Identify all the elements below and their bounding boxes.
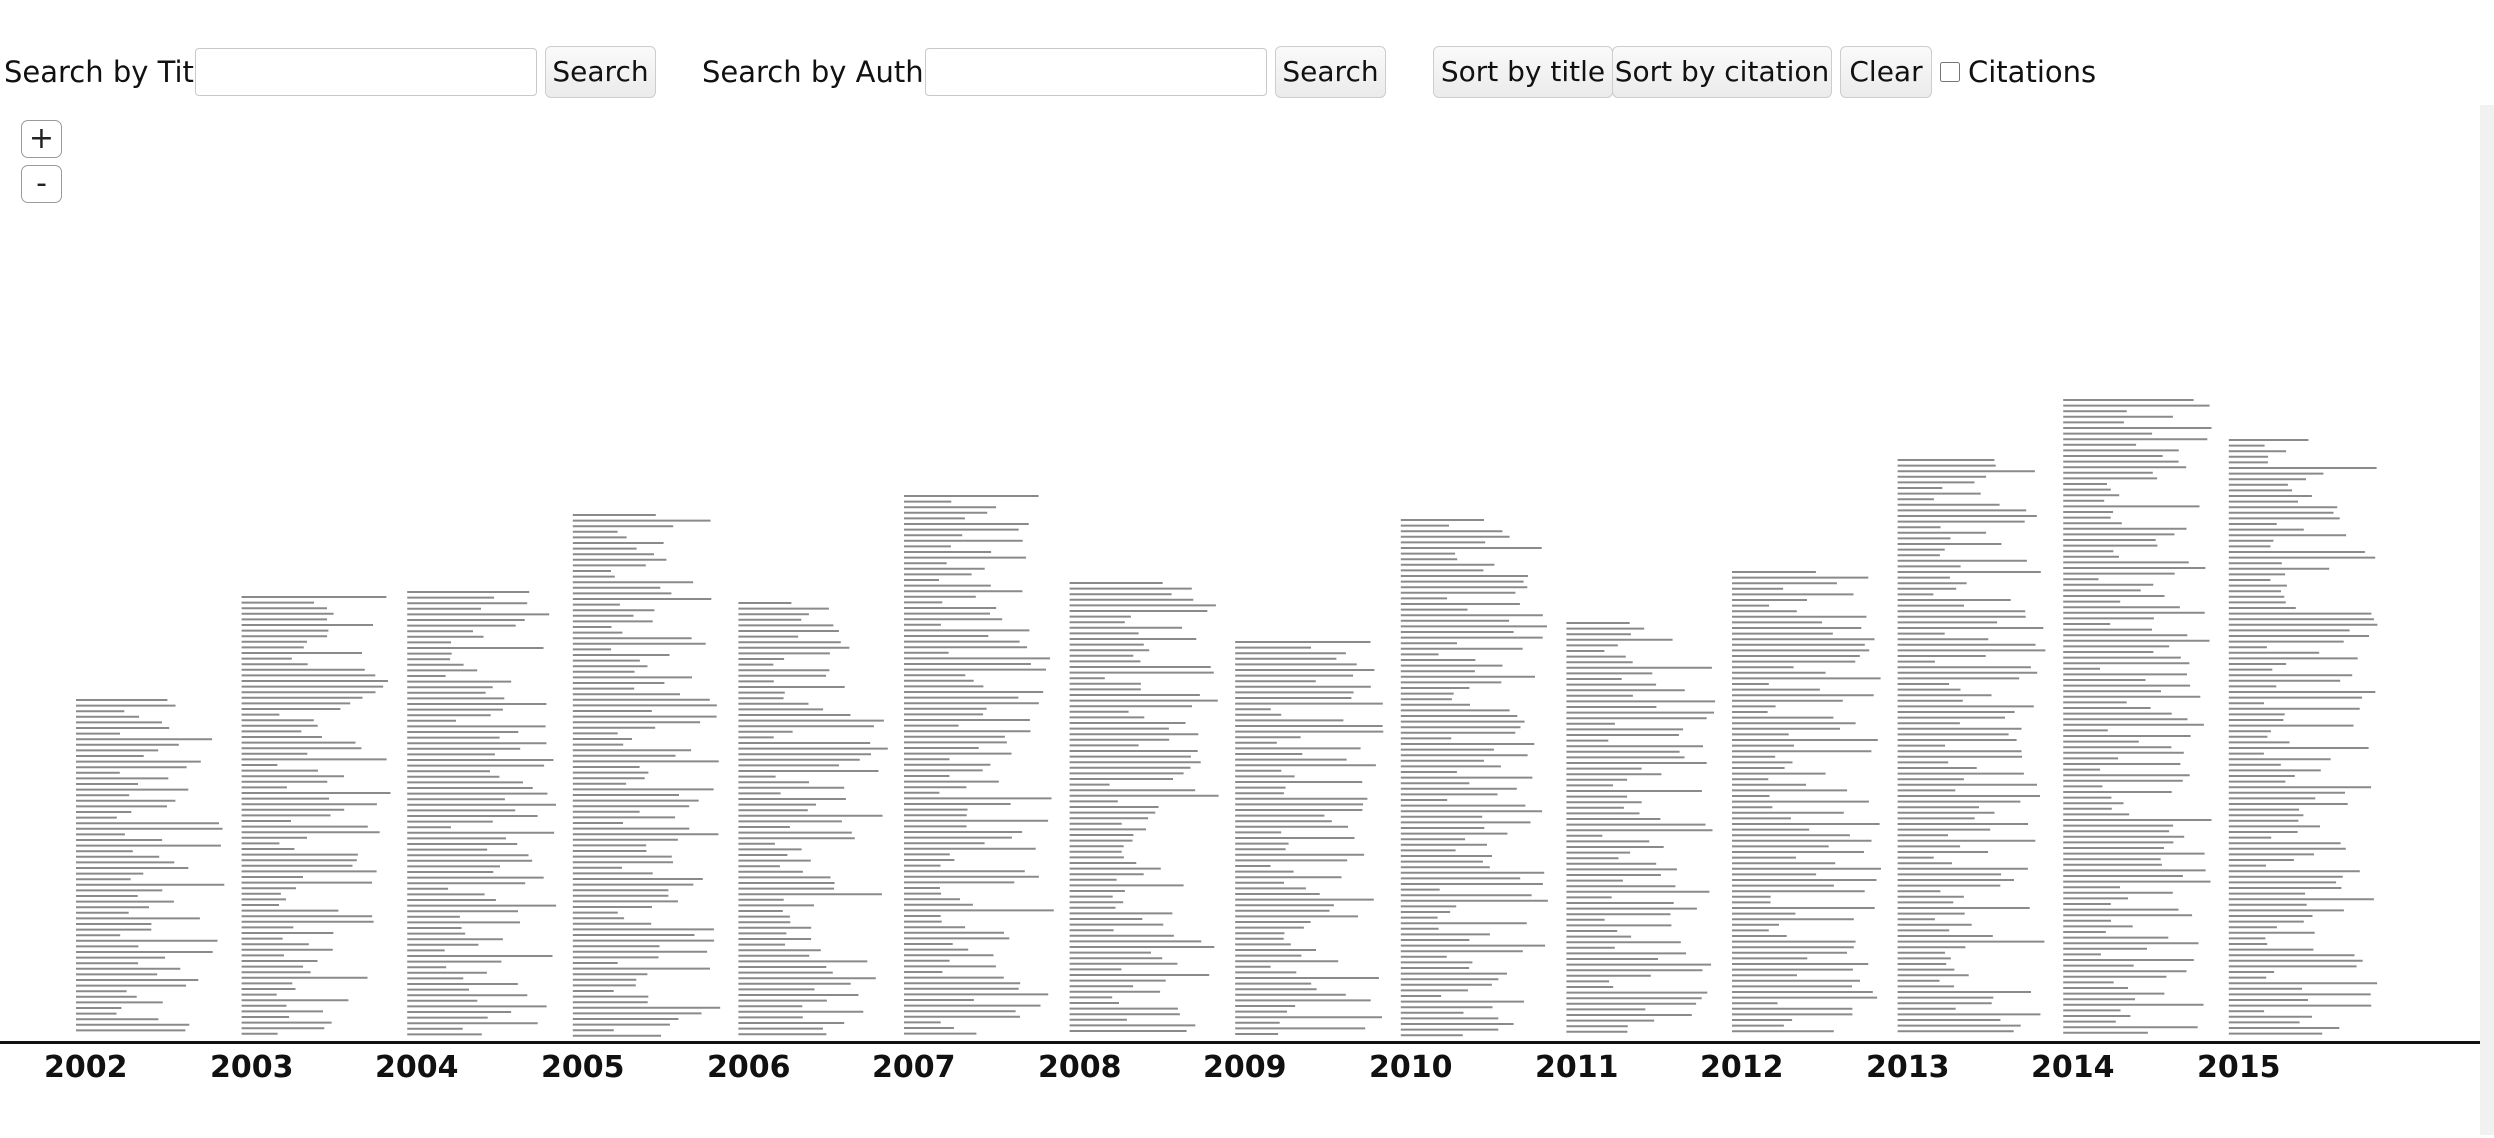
search-title-button[interactable]: Search	[545, 46, 656, 98]
year-label-2004: 2004	[375, 1050, 459, 1085]
search-author-button[interactable]: Search	[1275, 46, 1386, 98]
scrollbar[interactable]	[2480, 105, 2494, 1135]
year-label-2010: 2010	[1369, 1050, 1453, 1085]
toolbar: Search by Title Search Search by Author …	[0, 46, 2494, 98]
year-column-2004	[407, 591, 557, 1036]
year-axis: 2002 2003 2004 2005 2006 2007 2008 2009 …	[0, 1050, 2494, 1090]
zoom-in-button[interactable]: +	[21, 120, 62, 158]
year-label-2014: 2014	[2031, 1050, 2115, 1085]
year-label-2009: 2009	[1203, 1050, 1287, 1085]
year-column-2011	[1566, 622, 1716, 1033]
search-by-title-label: Search by Title	[4, 55, 220, 89]
search-by-author-label: Search by Author	[702, 55, 954, 89]
paper-timeline-canvas[interactable]	[0, 0, 2480, 1040]
year-label-2015: 2015	[2197, 1050, 2281, 1085]
year-column-2015	[2228, 439, 2378, 1035]
year-label-2002: 2002	[44, 1050, 128, 1085]
title-search-input[interactable]	[195, 48, 537, 96]
year-label-2013: 2013	[1866, 1050, 1950, 1085]
timeline-axis	[0, 1041, 2480, 1044]
year-column-2006	[738, 602, 888, 1036]
year-column-2003	[241, 596, 391, 1035]
zoom-out-button[interactable]: -	[21, 165, 62, 203]
sort-by-citation-button[interactable]: Sort by citation	[1612, 46, 1832, 98]
author-search-input[interactable]	[925, 48, 1267, 96]
year-column-2012	[1732, 571, 1881, 1033]
clear-button[interactable]: Clear	[1840, 46, 1932, 98]
year-column-2008	[1069, 582, 1219, 1032]
year-column-2007	[904, 495, 1054, 1035]
year-column-2005	[572, 514, 721, 1037]
year-label-2007: 2007	[872, 1050, 956, 1085]
year-column-2014	[2063, 399, 2212, 1034]
citations-checkbox[interactable]	[1940, 62, 1960, 82]
year-column-2002	[76, 699, 225, 1032]
year-label-2005: 2005	[541, 1050, 625, 1085]
year-column-2009	[1235, 641, 1384, 1035]
year-label-2008: 2008	[1038, 1050, 1122, 1085]
year-label-2011: 2011	[1535, 1050, 1619, 1085]
year-label-2003: 2003	[210, 1050, 294, 1085]
citations-label: Citations	[1968, 55, 2097, 89]
year-column-2013	[1897, 459, 2046, 1033]
year-label-2006: 2006	[707, 1050, 791, 1085]
year-column-2010	[1400, 519, 1548, 1037]
year-label-2012: 2012	[1700, 1050, 1784, 1085]
